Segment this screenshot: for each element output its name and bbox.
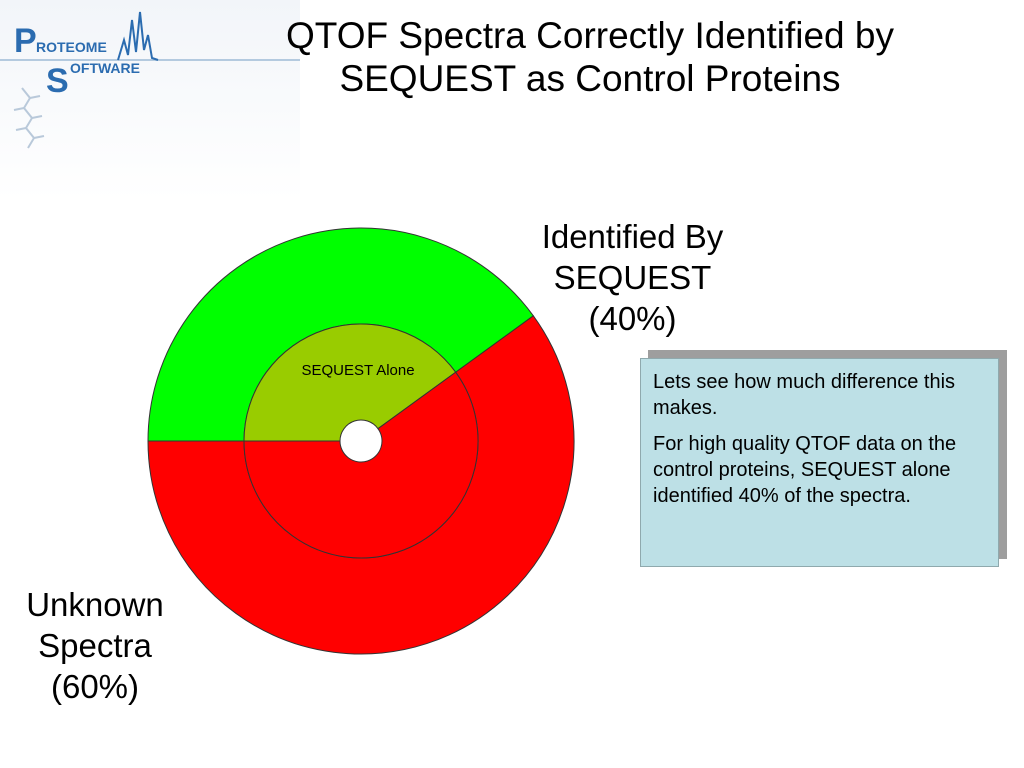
logo-letter-s: S <box>46 62 69 100</box>
slide-title: QTOF Spectra Correctly Identified by SEQ… <box>200 14 980 100</box>
logo-background <box>0 0 300 200</box>
unknown-label: Unknown Spectra (60%) <box>0 584 190 707</box>
unknown-label-line-3: (60%) <box>50 668 140 705</box>
callout-paragraph-2: For high quality QTOF data on the contro… <box>653 433 957 507</box>
logo-molecule-icon <box>13 87 45 149</box>
unknown-label-line-1: Unknown <box>26 586 164 623</box>
pie-slice-inner-0 <box>243 323 457 442</box>
logo-spectrum-icon <box>117 11 159 61</box>
logo-word-oftware: OFTWARE <box>70 60 140 76</box>
slice-label-sequest-alone: SEQUEST Alone <box>301 362 414 379</box>
identified-label-line-1: Identified By <box>541 218 724 255</box>
callout-paragraph-1: Lets see how much difference this makes. <box>653 371 956 419</box>
slide-title-line-1: QTOF Spectra Correctly Identified by <box>286 15 894 56</box>
company-logo: P ROTEOME S OFTWARE <box>0 0 300 200</box>
identified-label-line-2: SEQUEST <box>553 259 712 296</box>
identified-label-line-3: (40%) <box>588 300 677 337</box>
logo-word-roteome: ROTEOME <box>36 39 107 55</box>
callout-box: Lets see how much difference this makes.… <box>640 358 999 567</box>
unknown-label-line-2: Spectra <box>38 627 152 664</box>
identified-label: Identified By SEQUEST (40%) <box>500 216 765 339</box>
pie-slice-inner-1 <box>243 371 479 559</box>
logo-letter-p: P <box>14 22 37 60</box>
slide-title-line-2: SEQUEST as Control Proteins <box>339 58 841 99</box>
